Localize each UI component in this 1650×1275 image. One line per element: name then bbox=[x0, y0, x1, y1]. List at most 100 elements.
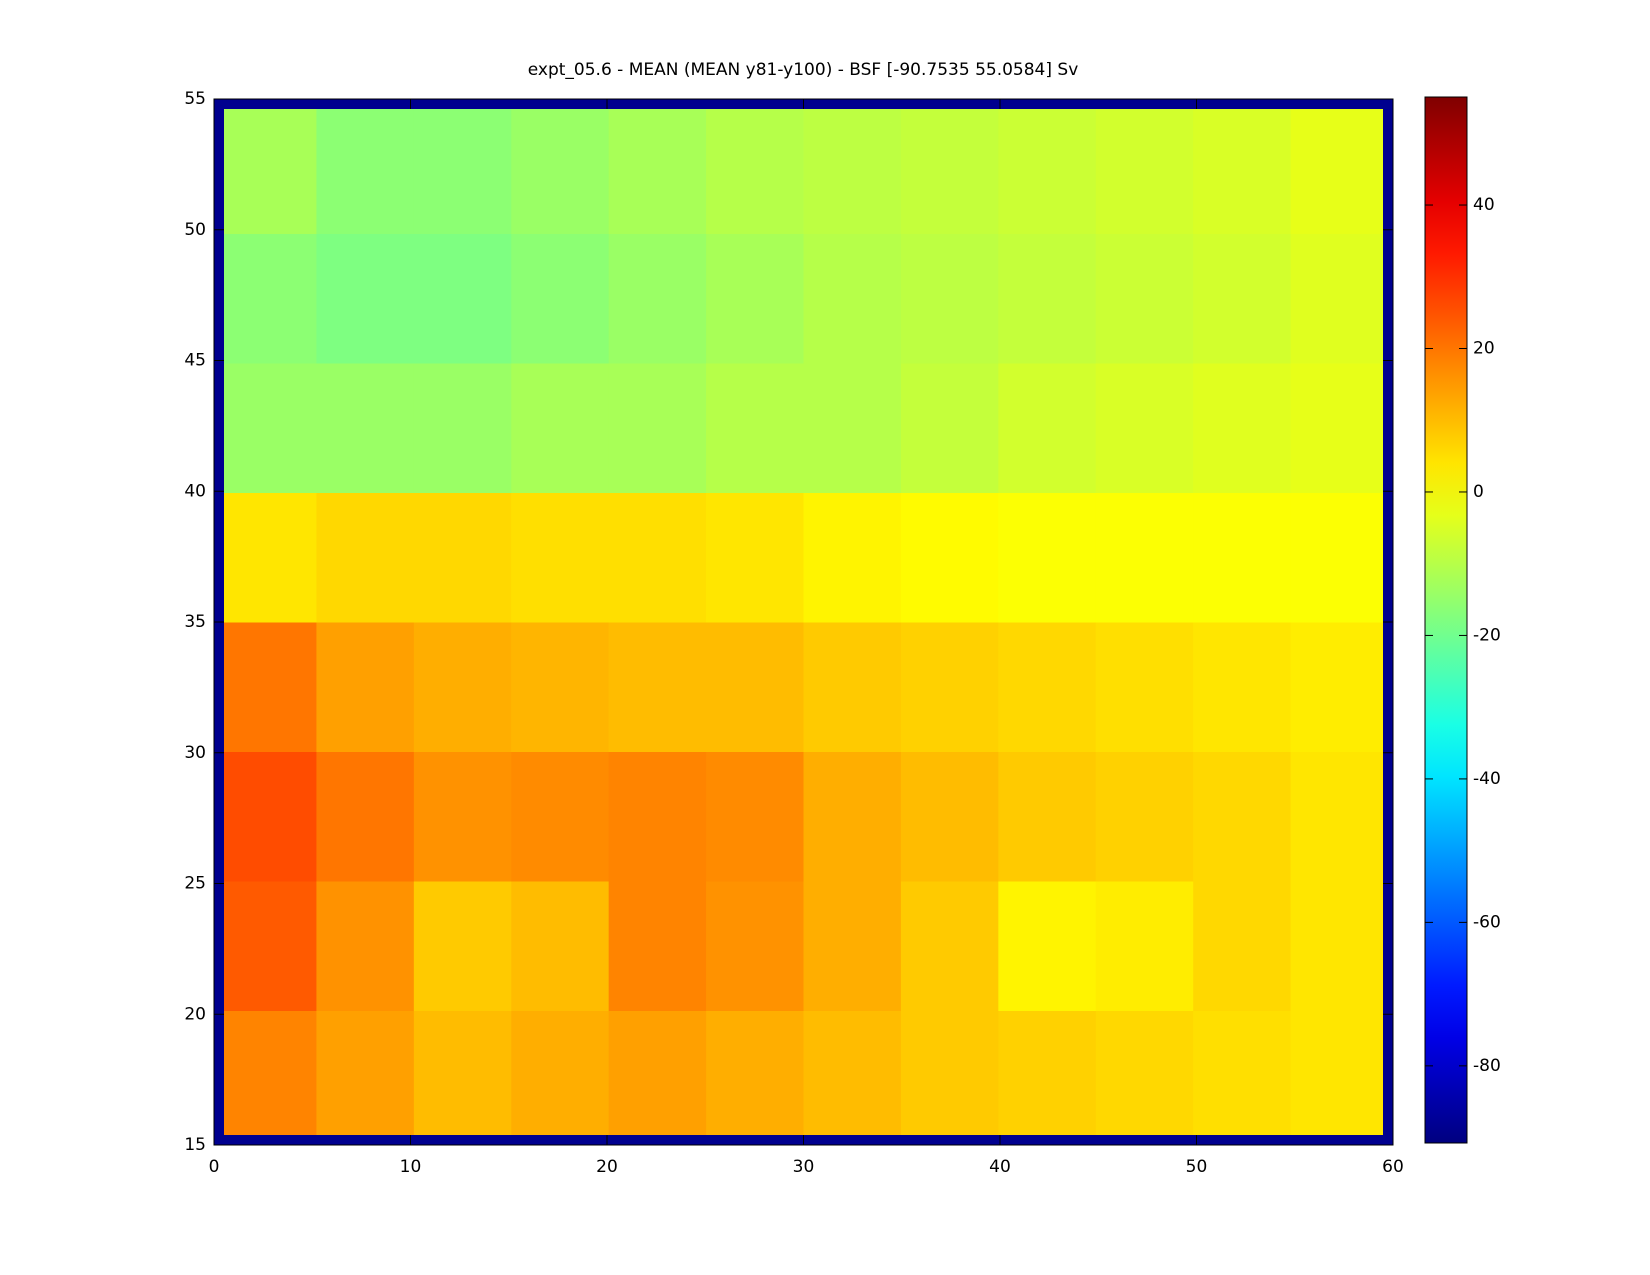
y-tick-label: 55 bbox=[184, 89, 206, 109]
heat-cell bbox=[1193, 881, 1292, 1011]
heat-cell bbox=[1290, 881, 1389, 1011]
heat-cell bbox=[1290, 492, 1389, 623]
heat-cell bbox=[900, 233, 999, 364]
heat-cell bbox=[608, 233, 707, 364]
heat-cell bbox=[900, 751, 999, 882]
heat-cell bbox=[1193, 492, 1292, 623]
heat-cell bbox=[316, 233, 415, 364]
heat-cell bbox=[998, 104, 1097, 234]
heat-cell bbox=[706, 233, 804, 364]
heat-cell bbox=[413, 622, 512, 752]
heat-cell bbox=[219, 881, 317, 1011]
heat-cell bbox=[1095, 492, 1194, 623]
x-tick-label: 30 bbox=[793, 1157, 815, 1177]
heat-cell bbox=[219, 492, 317, 623]
heat-cell bbox=[608, 363, 707, 493]
x-tick-label: 60 bbox=[1382, 1157, 1404, 1177]
heat-cell bbox=[511, 492, 610, 623]
heat-cell bbox=[900, 492, 999, 623]
heat-cell bbox=[413, 1010, 512, 1141]
heat-cell bbox=[608, 104, 707, 234]
heat-cell bbox=[706, 1010, 804, 1141]
x-tick-label: 50 bbox=[1186, 1157, 1208, 1177]
heat-cell bbox=[316, 751, 415, 882]
heat-cell bbox=[1290, 233, 1389, 364]
heat-cell bbox=[1095, 104, 1194, 234]
heat-cell bbox=[900, 881, 999, 1011]
heat-cell bbox=[706, 881, 804, 1011]
heat-cell bbox=[608, 622, 707, 752]
heat-cell bbox=[998, 492, 1097, 623]
heat-cell bbox=[900, 622, 999, 752]
colorbar-tick-label: 40 bbox=[1473, 195, 1495, 215]
heat-cell bbox=[1193, 1010, 1292, 1141]
heat-cell bbox=[1290, 104, 1389, 234]
heat-cell bbox=[998, 363, 1097, 493]
heat-cell bbox=[219, 363, 317, 493]
y-tick-label: 30 bbox=[184, 743, 206, 763]
heat-cell bbox=[608, 1010, 707, 1141]
heat-cell bbox=[608, 751, 707, 882]
heat-cell bbox=[803, 881, 902, 1011]
heat-cell bbox=[316, 622, 415, 752]
heat-cell bbox=[511, 233, 610, 364]
heat-cell bbox=[998, 881, 1097, 1011]
heat-cell bbox=[1193, 104, 1292, 234]
heat-cell bbox=[706, 622, 804, 752]
heat-cell bbox=[706, 492, 804, 623]
heat-cell bbox=[413, 363, 512, 493]
y-tick-label: 40 bbox=[184, 481, 206, 501]
heat-cell bbox=[900, 104, 999, 234]
heat-cell bbox=[1095, 1010, 1194, 1141]
heat-cell bbox=[1290, 363, 1389, 493]
heat-cell bbox=[219, 751, 317, 882]
heat-cell bbox=[1290, 751, 1389, 882]
heat-cell bbox=[413, 492, 512, 623]
colorbar-tick-label: 20 bbox=[1473, 338, 1495, 358]
heat-cell bbox=[1095, 622, 1194, 752]
y-tick-label: 20 bbox=[184, 1004, 206, 1024]
heat-cell bbox=[1193, 751, 1292, 882]
heat-cell bbox=[413, 233, 512, 364]
heat-cell bbox=[1193, 233, 1292, 364]
heat-cell bbox=[998, 622, 1097, 752]
x-tick-label: 40 bbox=[989, 1157, 1011, 1177]
heat-cell bbox=[511, 881, 610, 1011]
y-tick-label: 15 bbox=[184, 1135, 206, 1155]
heat-cell bbox=[900, 1010, 999, 1141]
heat-cell bbox=[316, 492, 415, 623]
heat-cell bbox=[1193, 622, 1292, 752]
heat-cell bbox=[316, 1010, 415, 1141]
heat-cell bbox=[803, 622, 902, 752]
heat-cell bbox=[803, 104, 902, 234]
y-tick-label: 45 bbox=[184, 351, 206, 371]
heat-cell bbox=[900, 363, 999, 493]
heat-cell bbox=[706, 751, 804, 882]
heat-cell bbox=[316, 881, 415, 1011]
x-tick-label: 0 bbox=[209, 1157, 220, 1177]
x-tick-label: 10 bbox=[400, 1157, 422, 1177]
heat-cell bbox=[608, 492, 707, 623]
heat-cell bbox=[1095, 751, 1194, 882]
y-tick-label: 25 bbox=[184, 874, 206, 894]
heat-cell bbox=[219, 1010, 317, 1141]
colorbar-tick-label: -60 bbox=[1473, 912, 1501, 932]
heat-cell bbox=[998, 751, 1097, 882]
heat-cell bbox=[511, 622, 610, 752]
heat-cell bbox=[219, 233, 317, 364]
y-tick-label: 35 bbox=[184, 612, 206, 632]
y-tick-label: 50 bbox=[184, 220, 206, 240]
heat-cell bbox=[706, 363, 804, 493]
heat-cell bbox=[803, 363, 902, 493]
heat-cell bbox=[316, 363, 415, 493]
heat-cell bbox=[1290, 622, 1389, 752]
heat-cell bbox=[803, 233, 902, 364]
heat-cell bbox=[511, 1010, 610, 1141]
heat-cell bbox=[1095, 881, 1194, 1011]
heat-cell bbox=[1193, 363, 1292, 493]
heat-cell bbox=[219, 622, 317, 752]
heat-cell bbox=[511, 751, 610, 882]
colorbar-tick-label: -80 bbox=[1473, 1056, 1501, 1076]
heat-cell bbox=[511, 104, 610, 234]
